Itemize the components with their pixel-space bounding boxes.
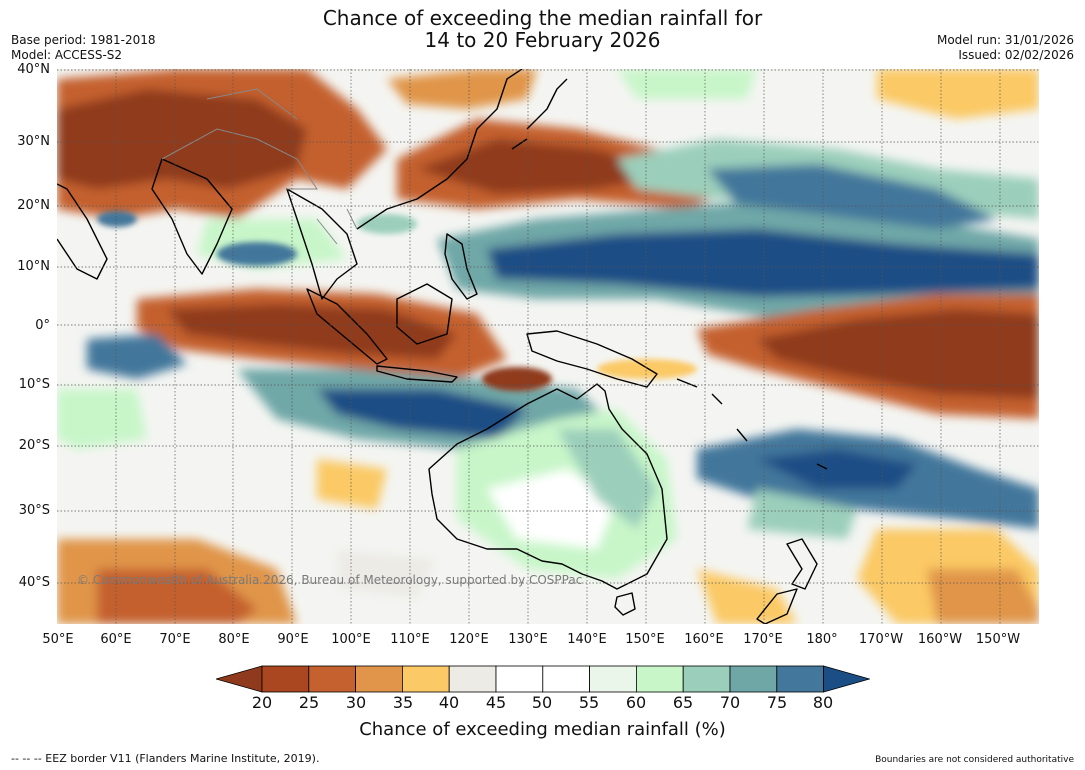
model-name: Model: ACCESS-S2 bbox=[11, 48, 123, 62]
lat-label: 10°S bbox=[18, 377, 50, 392]
issued-date: Issued: 02/02/2026 bbox=[958, 48, 1074, 62]
lat-label: 20°N bbox=[17, 198, 50, 213]
colorbar-tick-label: 45 bbox=[485, 693, 507, 712]
gridlines bbox=[57, 69, 1039, 624]
title-line-2: 14 to 20 February 2026 bbox=[424, 28, 661, 52]
colorbar-tick-label: 40 bbox=[438, 693, 460, 712]
boundaries-disclaimer: Boundaries are not considered authoritat… bbox=[875, 755, 1074, 765]
arabia-coast bbox=[57, 183, 108, 280]
lon-label: 130°E bbox=[508, 632, 548, 647]
colorbar bbox=[216, 665, 870, 693]
colorbar-segment bbox=[495, 665, 544, 693]
india-coast bbox=[151, 158, 233, 275]
lat-label: 30°N bbox=[17, 134, 50, 149]
colorbar-tick-label: 20 bbox=[251, 693, 273, 712]
colorbar-tick-label: 65 bbox=[672, 693, 694, 712]
lon-label: 70°E bbox=[159, 632, 191, 647]
lon-label: 170°E bbox=[743, 632, 783, 647]
colorbar-tick-label: 35 bbox=[392, 693, 414, 712]
coastlines bbox=[57, 69, 828, 624]
base-period: Base period: 1981-2018 bbox=[11, 33, 156, 47]
colorbar-segment bbox=[682, 665, 731, 693]
lon-label: 150°W bbox=[975, 632, 1021, 647]
sumatra-coast bbox=[306, 288, 388, 365]
lat-label: 10°N bbox=[17, 259, 50, 274]
lat-label: 30°S bbox=[18, 503, 50, 518]
map-canvas bbox=[57, 69, 1039, 624]
japan-coast bbox=[511, 78, 568, 150]
new-guinea-coast bbox=[526, 330, 658, 388]
colorbar-segment bbox=[589, 665, 637, 693]
country-borders bbox=[161, 88, 358, 245]
lon-label: 140°E bbox=[567, 632, 607, 647]
pacific-islands-coast bbox=[676, 378, 828, 470]
lat-label: 20°S bbox=[18, 438, 50, 453]
colorbar-title: Chance of exceeding median rainfall (%) bbox=[359, 719, 726, 740]
lon-label: 90°E bbox=[277, 632, 309, 647]
colorbar-tick-label: 75 bbox=[766, 693, 788, 712]
australia-coast bbox=[428, 383, 668, 590]
colorbar-segment bbox=[776, 665, 824, 693]
new-zealand-coast bbox=[756, 538, 818, 624]
lon-label: 50°E bbox=[42, 632, 74, 647]
lat-label: 40°S bbox=[18, 575, 50, 590]
borneo-coast bbox=[396, 283, 453, 345]
eez-footnote: -- -- -- EEZ border V11 (Flanders Marine… bbox=[11, 752, 320, 765]
colorbar-segment bbox=[401, 665, 450, 693]
tasmania-coast bbox=[614, 592, 636, 616]
rainfall-field bbox=[57, 69, 1039, 624]
copyright-notice: © Commonwealth of Australia 2026, Bureau… bbox=[77, 573, 583, 587]
colorbar-tick-label: 60 bbox=[625, 693, 647, 712]
colorbar-segment bbox=[308, 665, 357, 693]
lon-label: 170°W bbox=[858, 632, 904, 647]
colorbar-tick-label: 30 bbox=[345, 693, 367, 712]
lat-label: 0° bbox=[35, 318, 50, 333]
lon-label: 160°W bbox=[917, 632, 963, 647]
colorbar-segment bbox=[448, 665, 497, 693]
colorbar-tick-label: 70 bbox=[719, 693, 741, 712]
lon-label: 80°E bbox=[218, 632, 250, 647]
colorbar-segment bbox=[635, 665, 684, 693]
java-coast bbox=[376, 365, 458, 383]
lon-label: 120°E bbox=[449, 632, 489, 647]
colorbar-segment bbox=[261, 665, 310, 693]
colorbar-tick-label: 80 bbox=[812, 693, 834, 712]
colorbar-tick-label: 25 bbox=[298, 693, 320, 712]
colorbar-segment bbox=[355, 665, 403, 693]
lat-label: 40°N bbox=[17, 62, 50, 77]
colorbar-tick-label: 50 bbox=[531, 693, 553, 712]
lon-label: 110°E bbox=[390, 632, 430, 647]
colorbar-tick-label: 55 bbox=[578, 693, 600, 712]
philippines-coast bbox=[444, 233, 478, 300]
colorbar-segment bbox=[729, 665, 778, 693]
title-line-1: Chance of exceeding the median rainfall … bbox=[322, 6, 763, 30]
model-run: Model run: 31/01/2026 bbox=[936, 33, 1074, 47]
lon-label: 150°E bbox=[625, 632, 665, 647]
colorbar-segment bbox=[542, 665, 590, 693]
rainfall-map bbox=[57, 69, 1039, 624]
colorbar-extend-high bbox=[823, 665, 870, 693]
colorbar-extend-low bbox=[216, 665, 263, 693]
southeast-asia-coast bbox=[286, 188, 358, 300]
lon-label: 60°E bbox=[100, 632, 132, 647]
lon-label: 180° bbox=[806, 632, 838, 647]
lon-label: 160°E bbox=[684, 632, 724, 647]
lon-label: 100°E bbox=[331, 632, 371, 647]
